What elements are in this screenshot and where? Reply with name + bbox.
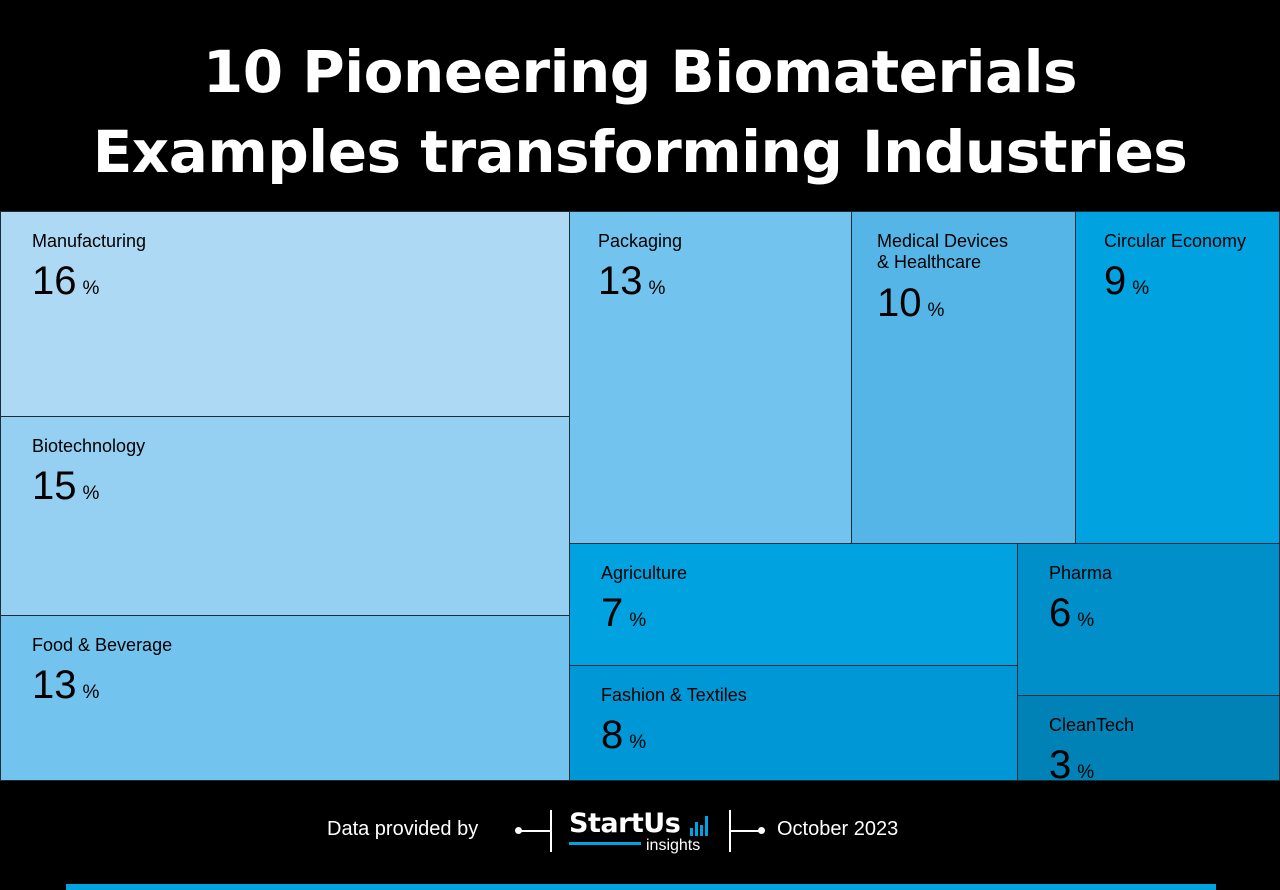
connector-line-left [520,830,551,832]
tile-label: Manufacturing [32,231,147,251]
tile-value-number: 13 [598,259,643,303]
tile-label: Circular Economy [1104,231,1247,251]
treemap-tile: Packaging 13% [569,211,852,544]
tile-value-number: 13 [32,663,77,707]
startus-insights-logo: StartUs insights [569,808,719,856]
tile-label: Food & Beverage [32,635,173,655]
date-label: October 2023 [777,818,899,840]
connector-line-right [730,830,761,832]
tile-value-unit: % [82,278,100,299]
connector-dot-right [758,827,765,834]
tile-value-unit: % [1077,762,1095,783]
treemap-tile: Medical Devices & Healthcare 10% [851,211,1076,544]
tile-value-number: 10 [877,281,922,325]
tile-value-number: 6 [1049,591,1072,635]
tile-label: Pharma [1049,563,1113,583]
tile-value-unit: % [1132,278,1150,299]
treemap-tile: Manufacturing 16% [0,211,570,417]
tile-value: 3% [1049,743,1094,795]
tile-value-unit: % [927,300,945,321]
tile-value: 13% [598,259,665,311]
tile-value-number: 8 [601,713,624,757]
treemap-tile: Agriculture 7% [569,543,1018,666]
tile-value-number: 9 [1104,259,1127,303]
tile-value-unit: % [648,278,666,299]
tile-label: Packaging [598,231,683,251]
connector-vline-left [550,810,552,852]
tile-value: 9% [1104,259,1149,311]
tile-value-number: 15 [32,464,77,508]
tile-label: Fashion & Textiles [601,685,747,705]
tile-value-number: 3 [1049,743,1072,787]
tile-label: Biotechnology [32,436,146,456]
title-line-2: Examples transforming Industries [92,118,1188,186]
tile-label: Medical Devices & Healthcare [877,231,1009,272]
treemap-tile: CleanTech 3% [1017,695,1280,787]
tile-value-unit: % [629,610,647,631]
tile-value-unit: % [629,732,647,753]
tile-value: 15% [32,464,99,516]
tile-value-number: 7 [601,591,624,635]
connector-vline-right [729,810,731,852]
treemap-tile: Fashion & Textiles 8% [569,665,1018,781]
footer: Data provided by StartUs insights Octobe… [0,808,1280,858]
tile-value: 13% [32,663,99,715]
treemap: Manufacturing 16% Biotechnology 15% Food & B… [0,211,1280,787]
bottom-accent-bar [66,884,1216,890]
tile-value-number: 16 [32,259,77,303]
tile-label: CleanTech [1049,715,1135,735]
tile-value: 10% [877,281,944,333]
tile-value: 6% [1049,591,1094,643]
tile-value: 7% [601,591,646,643]
chart-title: 10 Pioneering Biomaterials Examples tran… [0,32,1280,192]
logo-bars-icon [690,814,712,836]
tile-value-unit: % [82,483,100,504]
treemap-tile: Circular Economy 9% [1075,211,1280,544]
tile-label: Agriculture [601,563,688,583]
tile-value-unit: % [1077,610,1095,631]
tile-value-unit: % [82,682,100,703]
logo-sub-text: insights [646,837,701,854]
treemap-tile: Food & Beverage 13% [0,615,570,781]
tile-value: 8% [601,713,646,765]
connector-dot-left [515,827,522,834]
logo-brand-text: StartUs [569,808,681,839]
tile-value: 16% [32,259,99,311]
treemap-tile: Biotechnology 15% [0,416,570,616]
logo-underline [569,842,641,845]
data-provided-by-label: Data provided by [327,818,479,840]
title-line-1: 10 Pioneering Biomaterials [202,38,1078,106]
treemap-tile: Pharma 6% [1017,543,1280,696]
